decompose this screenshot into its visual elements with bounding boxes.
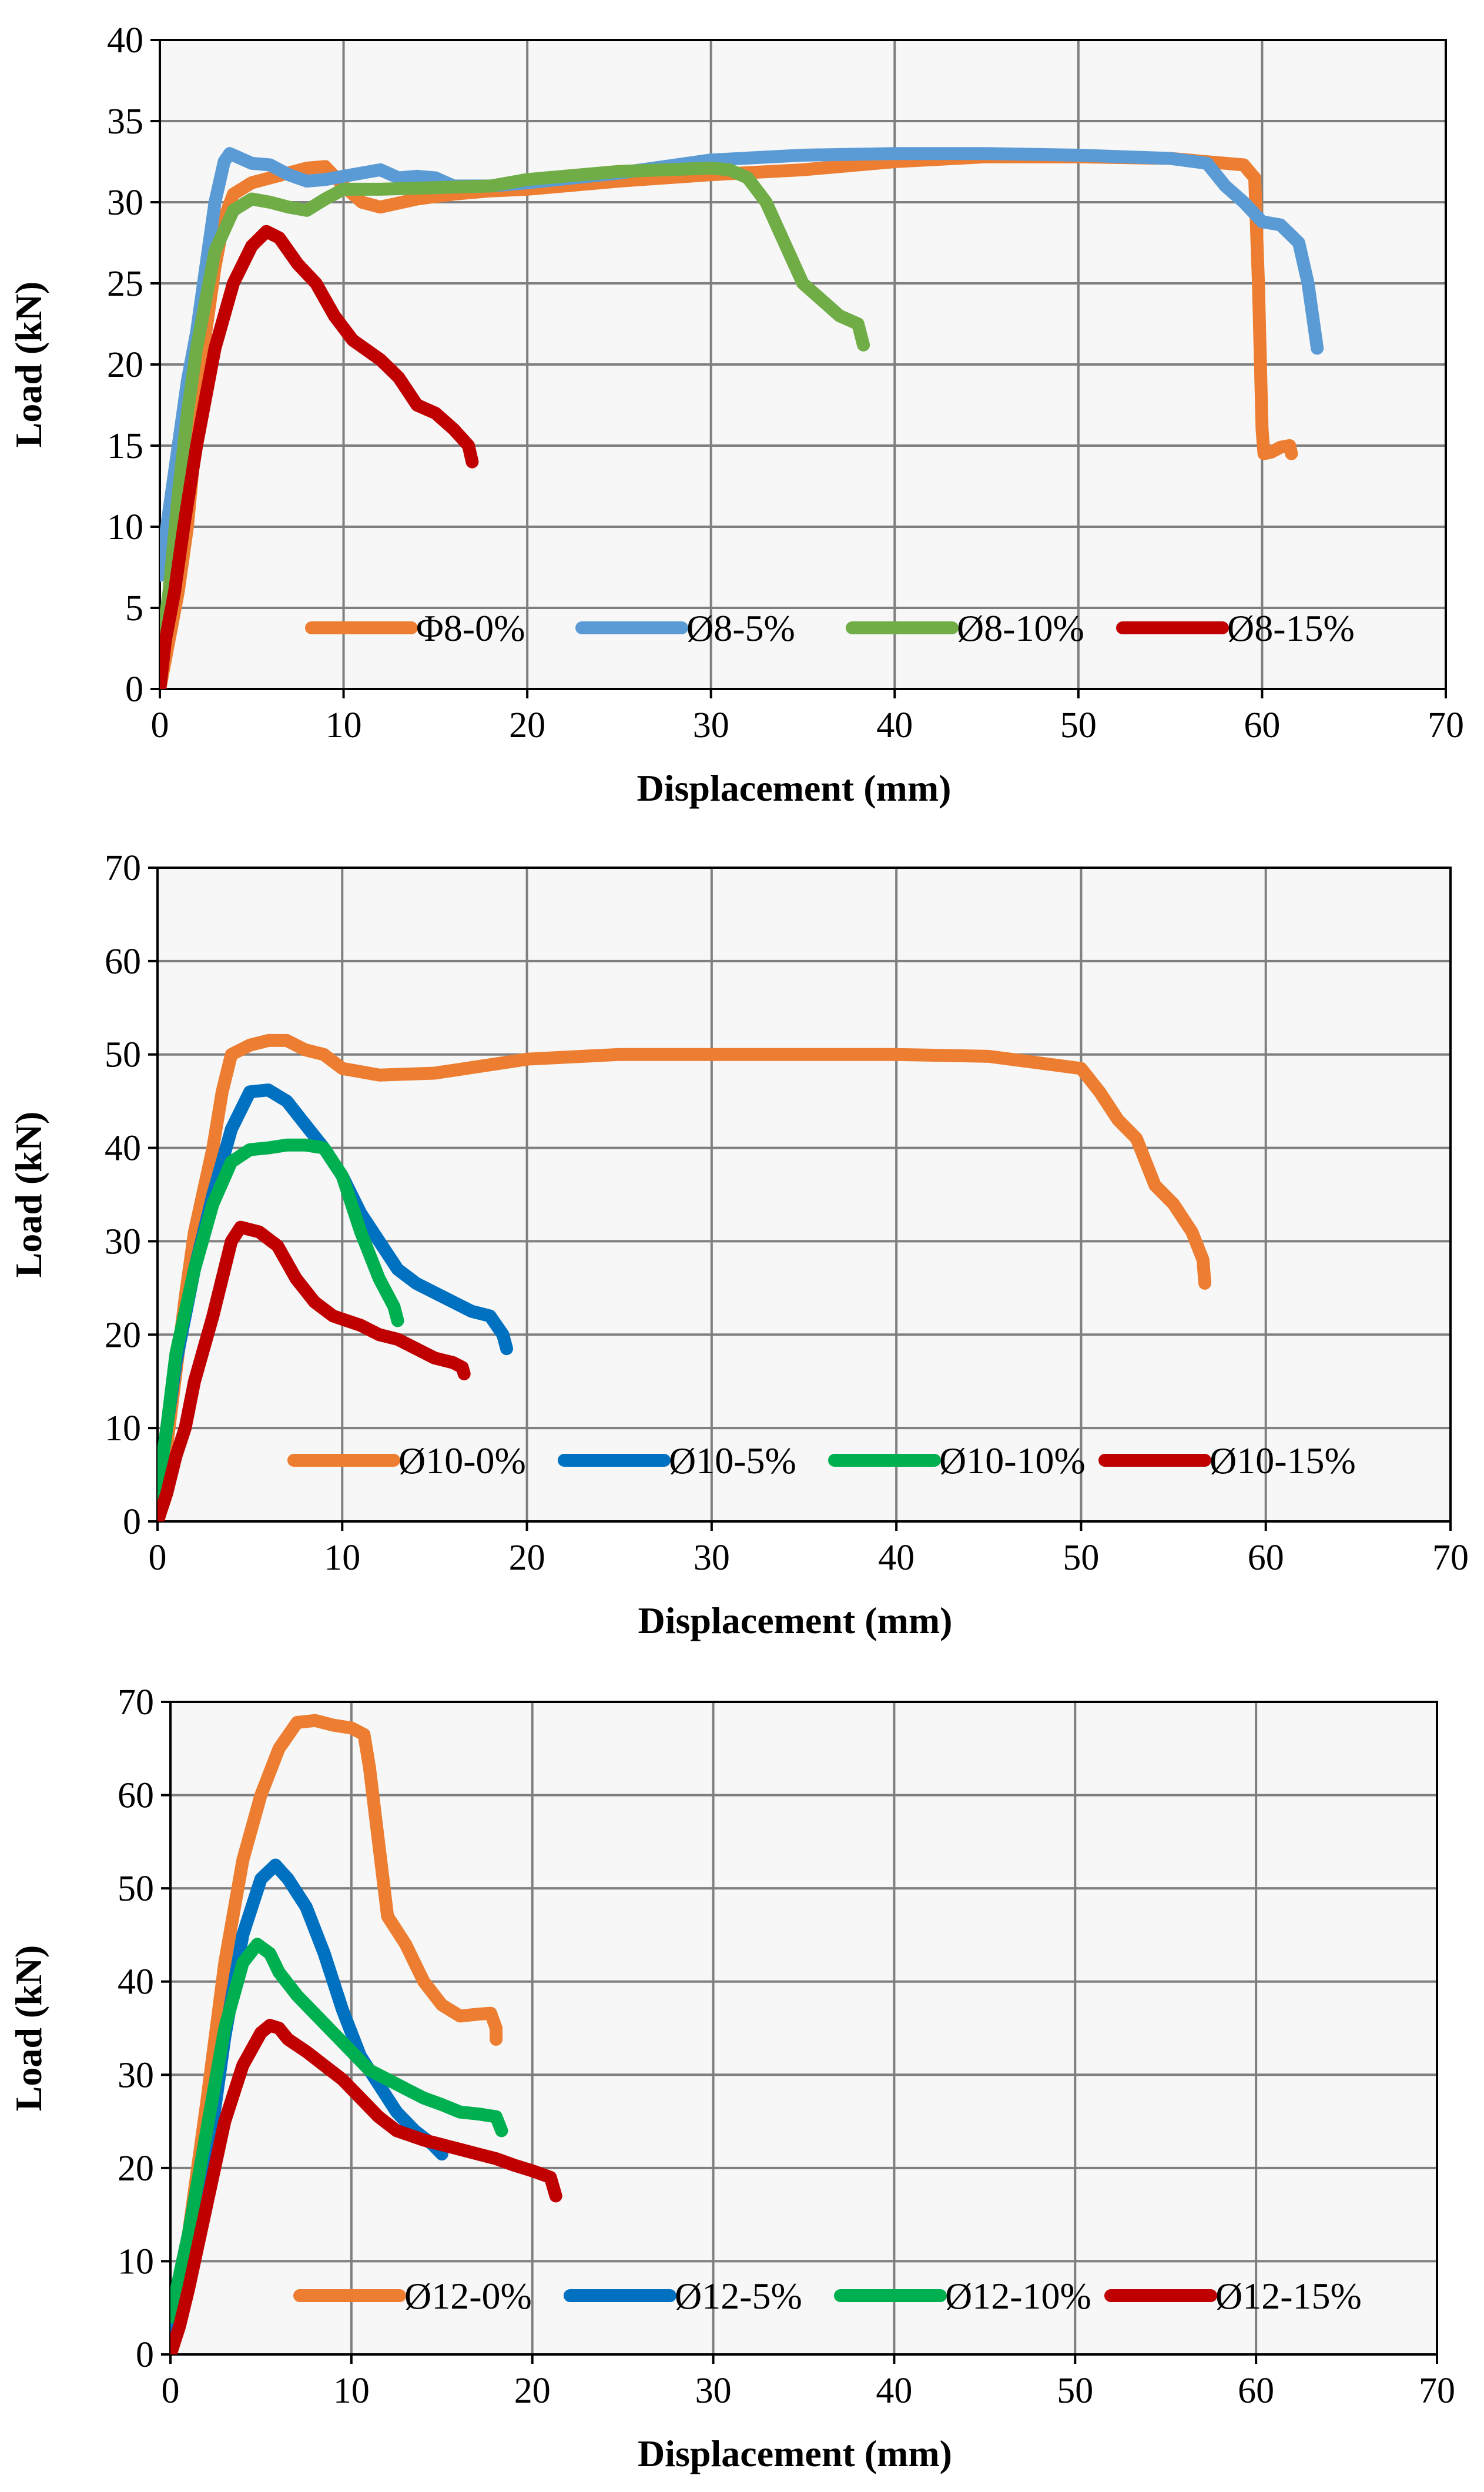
- x-tick-label: 0: [149, 1538, 167, 1578]
- x-axis-label: Displacement (mm): [638, 1600, 953, 1641]
- legend-label-1: Ø12-0%: [404, 2275, 532, 2317]
- x-tick-label: 50: [1057, 2371, 1093, 2411]
- plot-border: [156, 867, 1452, 1523]
- series-line-4: [158, 1220, 471, 1521]
- series-line-3: [170, 1938, 508, 2324]
- legend-label-3: Ø12-10%: [945, 2275, 1091, 2317]
- y-tick-label: 30: [107, 183, 143, 223]
- y-tick-label: 10: [107, 507, 143, 547]
- x-tick-label: 20: [509, 1538, 545, 1578]
- series-line-1: [170, 1714, 503, 2333]
- y-tick-label: 20: [107, 345, 143, 385]
- y-tick-label: 50: [105, 1035, 141, 1075]
- y-axis-label: Load (kN): [8, 1945, 49, 2112]
- y-tick-label: 10: [118, 2242, 154, 2282]
- y-tick-label: 30: [105, 1222, 141, 1262]
- x-tick-label: 40: [876, 705, 913, 745]
- x-tick-label: 30: [695, 2371, 732, 2411]
- y-axis-label: Load (kN): [8, 282, 49, 448]
- series-line-3: [160, 162, 870, 663]
- y-tick-label: 40: [105, 1129, 141, 1169]
- y-axis-label: Load (kN): [8, 1112, 49, 1278]
- plot-border: [169, 1701, 1438, 2356]
- x-axis-label: Displacement (mm): [637, 767, 952, 809]
- x-axis-label: Displacement (mm): [638, 2433, 952, 2474]
- chart-2: 0 10 20 30 40 50 60 70 0 10 20 30 40 50 60 70 Displaceme…: [8, 848, 1469, 1641]
- chart-3: 0 10 20 30 40 50 60 70 0 10 20 30 40 50 60 70 Displaceme…: [8, 1682, 1455, 2474]
- y-tick-label: 5: [125, 588, 143, 628]
- y-tick-label: 40: [107, 21, 143, 61]
- y-tick-label: 20: [118, 2149, 154, 2189]
- y-tick-label: 15: [107, 426, 143, 466]
- y-tick-label: 0: [123, 1502, 141, 1542]
- x-tick-label: 40: [876, 2371, 912, 2411]
- y-tick-label: 25: [107, 264, 143, 304]
- x-tick-label: 50: [1063, 1538, 1099, 1578]
- y-tick-label: 40: [118, 1962, 154, 2002]
- y-tick-label: 70: [118, 1682, 154, 1722]
- x-tick-label: 10: [324, 1538, 360, 1578]
- legend-label-3: Ø8-10%: [957, 607, 1084, 649]
- y-tick-label: 60: [105, 942, 141, 982]
- x-tick-label: 20: [509, 705, 545, 745]
- x-tick-label: 60: [1248, 1538, 1284, 1578]
- legend-label-4: Ø10-15%: [1210, 1440, 1356, 1481]
- x-tick-label: 70: [1428, 705, 1464, 745]
- y-tick-label: 30: [118, 2055, 154, 2095]
- legend-label-2: Ø8-5%: [686, 607, 795, 649]
- legend-label-1: Ø10-0%: [398, 1440, 526, 1481]
- y-tick-label: 10: [105, 1409, 141, 1449]
- x-tick-label: 0: [162, 2371, 180, 2411]
- legend-label-2: Ø10-5%: [669, 1440, 796, 1481]
- series-line-4: [170, 2019, 562, 2354]
- x-tick-label: 10: [333, 2371, 370, 2411]
- x-tick-label: 0: [151, 705, 169, 745]
- x-tick-label: 50: [1060, 705, 1097, 745]
- x-tick-label: 20: [514, 2371, 551, 2411]
- y-tick-label: 70: [105, 848, 141, 888]
- legend-label-4: Ø12-15%: [1215, 2275, 1362, 2317]
- legend-label-4: Ø8-15%: [1227, 607, 1355, 649]
- x-tick-label: 30: [693, 705, 729, 745]
- series-line-1: [158, 1033, 1211, 1510]
- chart-1: 0 10 20 30 40 50 60 70 0 5 10 15 20 25 30 35 40 Displacem…: [8, 21, 1464, 809]
- y-tick-label: 35: [107, 102, 143, 142]
- x-tick-label: 70: [1419, 2371, 1455, 2411]
- series-line-2: [160, 147, 1324, 582]
- x-tick-label: 70: [1432, 1538, 1469, 1578]
- plot-area: [158, 868, 1450, 1521]
- y-tick-label: 20: [105, 1315, 141, 1355]
- x-tick-label: 60: [1244, 705, 1280, 745]
- plot-area: [170, 1702, 1437, 2354]
- legend-label-1: Φ8-0%: [416, 607, 525, 649]
- x-tick-label: 10: [326, 705, 362, 745]
- y-tick-label: 0: [136, 2335, 154, 2375]
- x-tick-label: 60: [1238, 2371, 1274, 2411]
- legend-label-3: Ø10-10%: [939, 1440, 1086, 1481]
- legend-label-2: Ø12-5%: [675, 2275, 802, 2317]
- series-line-3: [158, 1138, 404, 1500]
- y-tick-label: 50: [118, 1869, 154, 1909]
- x-tick-label: 40: [878, 1538, 914, 1578]
- series-line-4: [160, 225, 479, 689]
- y-tick-label: 60: [118, 1776, 154, 1816]
- y-tick-label: 0: [125, 670, 143, 710]
- x-tick-label: 30: [694, 1538, 730, 1578]
